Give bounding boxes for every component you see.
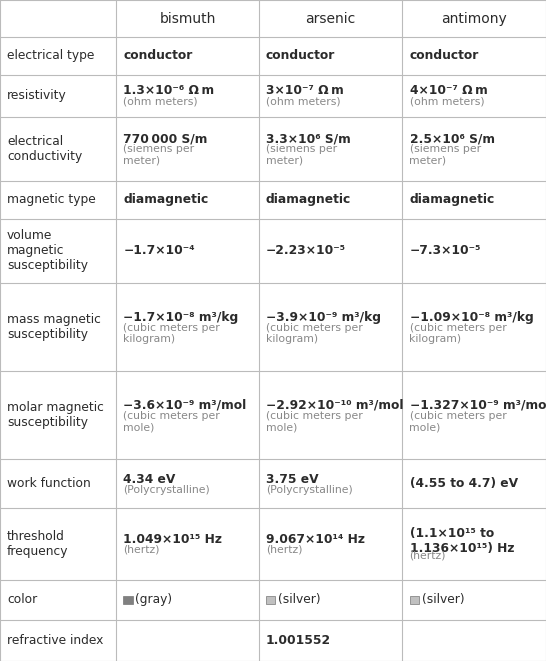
Text: (cubic meters per
kilogram): (cubic meters per kilogram) — [410, 323, 506, 344]
Text: −1.7×10⁻⁴: −1.7×10⁻⁴ — [123, 245, 195, 257]
Text: −7.3×10⁻⁵: −7.3×10⁻⁵ — [410, 245, 481, 257]
Text: diamagnetic: diamagnetic — [266, 194, 351, 206]
Text: −2.23×10⁻⁵: −2.23×10⁻⁵ — [266, 245, 346, 257]
Text: (Polycrystalline): (Polycrystalline) — [123, 485, 210, 494]
Text: 3×10⁻⁷ Ω m: 3×10⁻⁷ Ω m — [266, 85, 343, 97]
Text: 3.75 eV: 3.75 eV — [266, 473, 318, 486]
Text: −3.6×10⁻⁹ m³/mol: −3.6×10⁻⁹ m³/mol — [123, 399, 247, 412]
Text: (gray): (gray) — [135, 594, 173, 606]
Text: arsenic: arsenic — [305, 12, 356, 26]
Text: 770 000 S/m: 770 000 S/m — [123, 132, 208, 145]
Text: mass magnetic
susceptibility: mass magnetic susceptibility — [7, 313, 101, 341]
Text: (hertz): (hertz) — [266, 545, 302, 555]
Text: (4.55 to 4.7) eV: (4.55 to 4.7) eV — [410, 477, 518, 490]
Text: (silver): (silver) — [278, 594, 321, 606]
Text: (ohm meters): (ohm meters) — [123, 97, 198, 106]
Text: −2.92×10⁻¹⁰ m³/mol: −2.92×10⁻¹⁰ m³/mol — [266, 399, 403, 412]
Text: (silver): (silver) — [422, 594, 464, 606]
Text: (siemens per
meter): (siemens per meter) — [123, 144, 194, 166]
Text: refractive index: refractive index — [7, 634, 104, 647]
Text: −1.7×10⁻⁸ m³/kg: −1.7×10⁻⁸ m³/kg — [123, 311, 239, 324]
Text: (siemens per
meter): (siemens per meter) — [266, 144, 337, 166]
Text: electrical
conductivity: electrical conductivity — [7, 135, 82, 163]
Text: diamagnetic: diamagnetic — [123, 194, 209, 206]
Text: (cubic meters per
mole): (cubic meters per mole) — [410, 410, 506, 432]
Text: 9.067×10¹⁴ Hz: 9.067×10¹⁴ Hz — [266, 533, 365, 546]
Text: volume
magnetic
susceptibility: volume magnetic susceptibility — [7, 229, 88, 272]
Text: resistivity: resistivity — [7, 89, 67, 102]
Text: −1.327×10⁻⁹ m³/mol: −1.327×10⁻⁹ m³/mol — [410, 399, 546, 412]
Text: (ohm meters): (ohm meters) — [410, 97, 484, 106]
Text: antimony: antimony — [441, 12, 507, 26]
Text: (1.1×10¹⁵ to
1.136×10¹⁵) Hz: (1.1×10¹⁵ to 1.136×10¹⁵) Hz — [410, 527, 514, 555]
Text: (ohm meters): (ohm meters) — [266, 97, 341, 106]
Text: molar magnetic
susceptibility: molar magnetic susceptibility — [7, 401, 104, 430]
Text: 1.3×10⁻⁶ Ω m: 1.3×10⁻⁶ Ω m — [123, 85, 215, 97]
Text: −3.9×10⁻⁹ m³/kg: −3.9×10⁻⁹ m³/kg — [266, 311, 381, 324]
Text: (siemens per
meter): (siemens per meter) — [410, 144, 480, 166]
Text: 3.3×10⁶ S/m: 3.3×10⁶ S/m — [266, 132, 351, 145]
Bar — [410, 596, 419, 604]
Text: (hertz): (hertz) — [123, 545, 160, 555]
Bar — [266, 596, 275, 604]
Text: (hertz): (hertz) — [410, 551, 446, 561]
Text: electrical type: electrical type — [7, 50, 94, 63]
Text: 1.049×10¹⁵ Hz: 1.049×10¹⁵ Hz — [123, 533, 222, 546]
Text: work function: work function — [7, 477, 91, 490]
Text: (cubic meters per
kilogram): (cubic meters per kilogram) — [123, 323, 220, 344]
Bar — [123, 596, 133, 604]
Text: threshold
frequency: threshold frequency — [7, 530, 69, 558]
Text: conductor: conductor — [266, 50, 335, 63]
Text: 1.001552: 1.001552 — [266, 634, 331, 647]
Text: (cubic meters per
mole): (cubic meters per mole) — [123, 410, 220, 432]
Text: 4×10⁻⁷ Ω m: 4×10⁻⁷ Ω m — [410, 85, 487, 97]
Text: (Polycrystalline): (Polycrystalline) — [266, 485, 353, 494]
Text: diamagnetic: diamagnetic — [410, 194, 495, 206]
Text: bismuth: bismuth — [159, 12, 216, 26]
Text: (cubic meters per
mole): (cubic meters per mole) — [266, 410, 363, 432]
Text: 2.5×10⁶ S/m: 2.5×10⁶ S/m — [410, 132, 495, 145]
Text: conductor: conductor — [123, 50, 193, 63]
Text: −1.09×10⁻⁸ m³/kg: −1.09×10⁻⁸ m³/kg — [410, 311, 533, 324]
Text: color: color — [7, 594, 37, 606]
Text: magnetic type: magnetic type — [7, 194, 96, 206]
Text: 4.34 eV: 4.34 eV — [123, 473, 176, 486]
Text: (cubic meters per
kilogram): (cubic meters per kilogram) — [266, 323, 363, 344]
Text: conductor: conductor — [410, 50, 479, 63]
